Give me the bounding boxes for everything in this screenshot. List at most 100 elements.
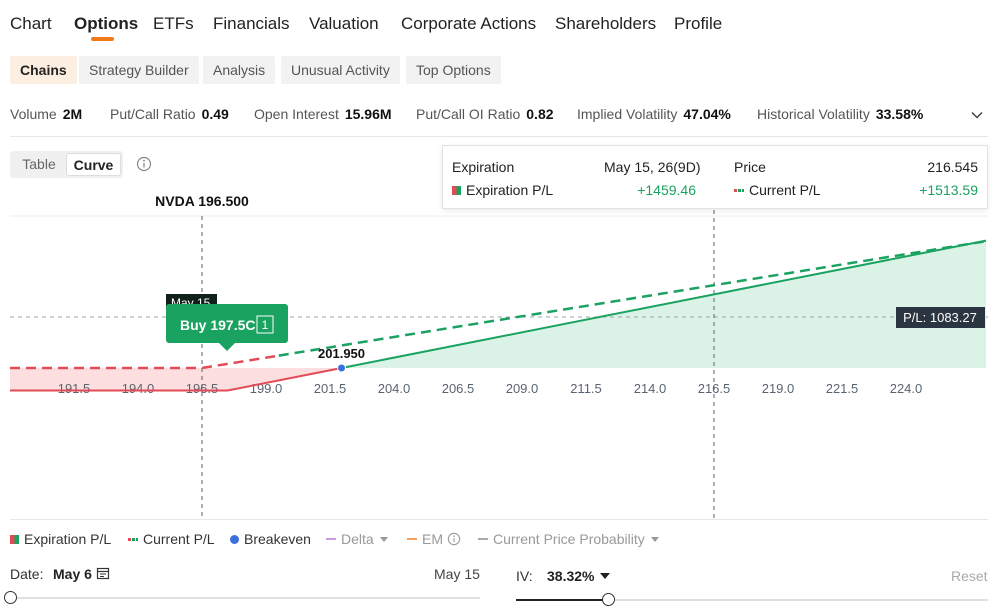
position-qty-box <box>256 315 274 334</box>
iv-slider-fill <box>516 599 608 601</box>
subtab-top-options[interactable]: Top Options <box>406 56 501 84</box>
caret-down-icon <box>650 537 659 542</box>
tooltip-exp-pl: Expiration P/L <box>452 182 553 198</box>
x-tick-label: 216.5 <box>698 381 731 396</box>
tooltip-price-label: Price <box>734 159 766 175</box>
tooltip-expiration-label: Expiration <box>452 159 515 175</box>
x-tick-label: 221.5 <box>826 381 859 396</box>
subtab-unusual-activity[interactable]: Unusual Activity <box>281 56 400 84</box>
toggle-curve[interactable]: Curve <box>66 153 121 176</box>
hover-pl-badge: P/L: 1083.27 <box>896 307 985 328</box>
stat-put-call-ratio: Put/Call Ratio 0.49 <box>110 106 229 122</box>
x-tick-label: 194.0 <box>122 381 155 396</box>
x-tick-label: 191.5 <box>58 381 91 396</box>
iv-label: IV: <box>516 568 533 584</box>
breakeven-legend-icon <box>230 535 239 544</box>
current-price-label: NVDA 196.500 <box>155 193 249 209</box>
delta-legend-icon <box>326 538 336 540</box>
x-tick-label: 219.0 <box>762 381 795 396</box>
chart-bottom-divider <box>10 519 988 520</box>
reset-button[interactable]: Reset <box>951 568 988 584</box>
x-tick-label: 201.5 <box>314 381 347 396</box>
stat-volume: Volume 2M <box>10 106 83 122</box>
legend-breakeven[interactable]: Breakeven <box>230 531 311 547</box>
tab-corporate-actions[interactable]: Corporate Actions <box>401 14 537 33</box>
legend-current-pl[interactable]: Current P/L <box>128 531 215 547</box>
legend-current-price-probability[interactable]: Current Price Probability <box>478 531 659 547</box>
top-navigation: Chart Options ETFs Financials Valuation … <box>0 0 1000 46</box>
position-badge[interactable]: May 15 Buy 197.5C 1 <box>166 294 288 351</box>
info-icon[interactable] <box>136 156 152 172</box>
tooltip-cur-pl-value: +1513.59 <box>919 182 978 198</box>
current-pl-profit-line <box>278 239 987 357</box>
stat-historical-volatility: Historical Volatility 33.58% <box>757 106 924 122</box>
tab-shareholders[interactable]: Shareholders <box>555 14 657 33</box>
divider <box>10 136 988 137</box>
x-tick-label: 214.0 <box>634 381 667 396</box>
stat-implied-volatility: Implied Volatility 47.04% <box>577 106 731 122</box>
expiration-pl-loss-line <box>10 367 342 392</box>
breakeven-dot[interactable] <box>337 363 347 373</box>
expiration-pl-marker-icon <box>452 186 461 195</box>
tooltip-expiration-value: May 15, 26(9D) <box>604 159 701 175</box>
legend-expiration-pl[interactable]: Expiration P/L <box>10 531 111 547</box>
active-tab-underline <box>91 37 114 41</box>
x-tick-label: 211.5 <box>570 381 602 396</box>
em-legend-icon <box>407 538 417 540</box>
position-pointer <box>219 343 235 351</box>
tooltip-exp-pl-value: +1459.46 <box>637 182 696 198</box>
calendar-icon[interactable] <box>96 566 110 580</box>
end-date-label: May 15 <box>434 566 480 582</box>
date-value[interactable]: May 6 <box>53 566 92 582</box>
date-slider-track[interactable] <box>10 597 480 599</box>
x-tick-label: 196.5 <box>186 381 219 396</box>
legend-delta[interactable]: Delta <box>326 531 388 547</box>
expiration-pl-profit-line <box>341 239 987 369</box>
date-slider-handle[interactable] <box>4 591 17 604</box>
stat-put-call-oi-ratio: Put/Call OI Ratio 0.82 <box>416 106 554 122</box>
iv-value[interactable]: 38.32% <box>547 568 611 584</box>
expiration-pl-legend-icon <box>10 535 19 544</box>
subtab-analysis[interactable]: Analysis <box>203 56 276 84</box>
legend-em[interactable]: EM <box>407 531 461 547</box>
tooltip-cur-pl: Current P/L <box>734 182 821 198</box>
iv-slider-track[interactable] <box>516 599 988 601</box>
view-toggle: Table Curve <box>10 151 123 178</box>
pl-chart[interactable]: 191.5 194.0 196.5 199.0 201.5 204.0 206.5 209.0… <box>0 190 1000 520</box>
hover-pl-box <box>896 307 985 328</box>
caret-down-icon <box>379 537 388 542</box>
chevron-down-icon[interactable] <box>970 108 984 122</box>
stat-open-interest: Open Interest 15.96M <box>254 106 392 122</box>
tab-etfs[interactable]: ETFs <box>153 14 194 33</box>
caret-down-icon <box>600 573 611 579</box>
date-label: Date: <box>10 566 44 582</box>
x-tick-label: 204.0 <box>378 381 411 396</box>
toggle-table[interactable]: Table <box>22 156 56 172</box>
x-tick-label: 206.5 <box>442 381 475 396</box>
breakeven-label: 201.950 <box>318 346 365 361</box>
hover-tooltip: Expiration May 15, 26(9D) Price 216.545 … <box>442 145 988 209</box>
options-stats: Volume 2M Put/Call Ratio 0.49 Open Interes… <box>0 106 1000 126</box>
x-tick-label: 224.0 <box>890 381 923 396</box>
current-pl-loss-line <box>10 354 279 370</box>
current-pl-legend-icon <box>128 538 138 541</box>
x-axis-ticks: 191.5 194.0 196.5 199.0 201.5 204.0 206.5 209.0… <box>58 381 923 396</box>
scenario-controls: Date: May 6 May 15 IV: 38.32% Reset <box>0 562 1000 614</box>
x-tick-label: 209.0 <box>506 381 539 396</box>
tab-financials[interactable]: Financials <box>213 14 290 33</box>
tab-options[interactable]: Options <box>74 14 139 33</box>
subtab-strategy-builder[interactable]: Strategy Builder <box>79 56 199 84</box>
loss-area <box>10 368 342 391</box>
probability-legend-icon <box>478 538 488 540</box>
iv-slider-handle[interactable] <box>602 593 615 606</box>
tab-chart[interactable]: Chart <box>10 14 52 33</box>
position-qty: 1 <box>262 318 269 332</box>
current-pl-marker-icon <box>734 189 744 192</box>
tab-profile[interactable]: Profile <box>674 14 723 33</box>
info-icon[interactable] <box>447 532 461 546</box>
hover-pl-value: P/L: 1083.27 <box>903 310 977 325</box>
position-label: Buy 197.5C <box>180 317 255 333</box>
tab-valuation[interactable]: Valuation <box>309 14 379 33</box>
subtab-chains[interactable]: Chains <box>10 56 77 84</box>
tooltip-price-value: 216.545 <box>927 159 978 175</box>
